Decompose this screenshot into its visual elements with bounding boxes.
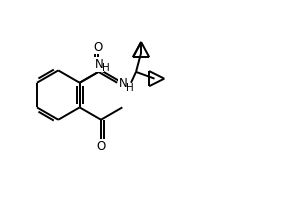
Text: O: O (94, 41, 103, 54)
Text: N: N (94, 58, 103, 71)
Text: H: H (126, 83, 134, 93)
Text: O: O (96, 140, 106, 153)
Text: H: H (102, 63, 110, 73)
Text: N: N (119, 77, 128, 90)
